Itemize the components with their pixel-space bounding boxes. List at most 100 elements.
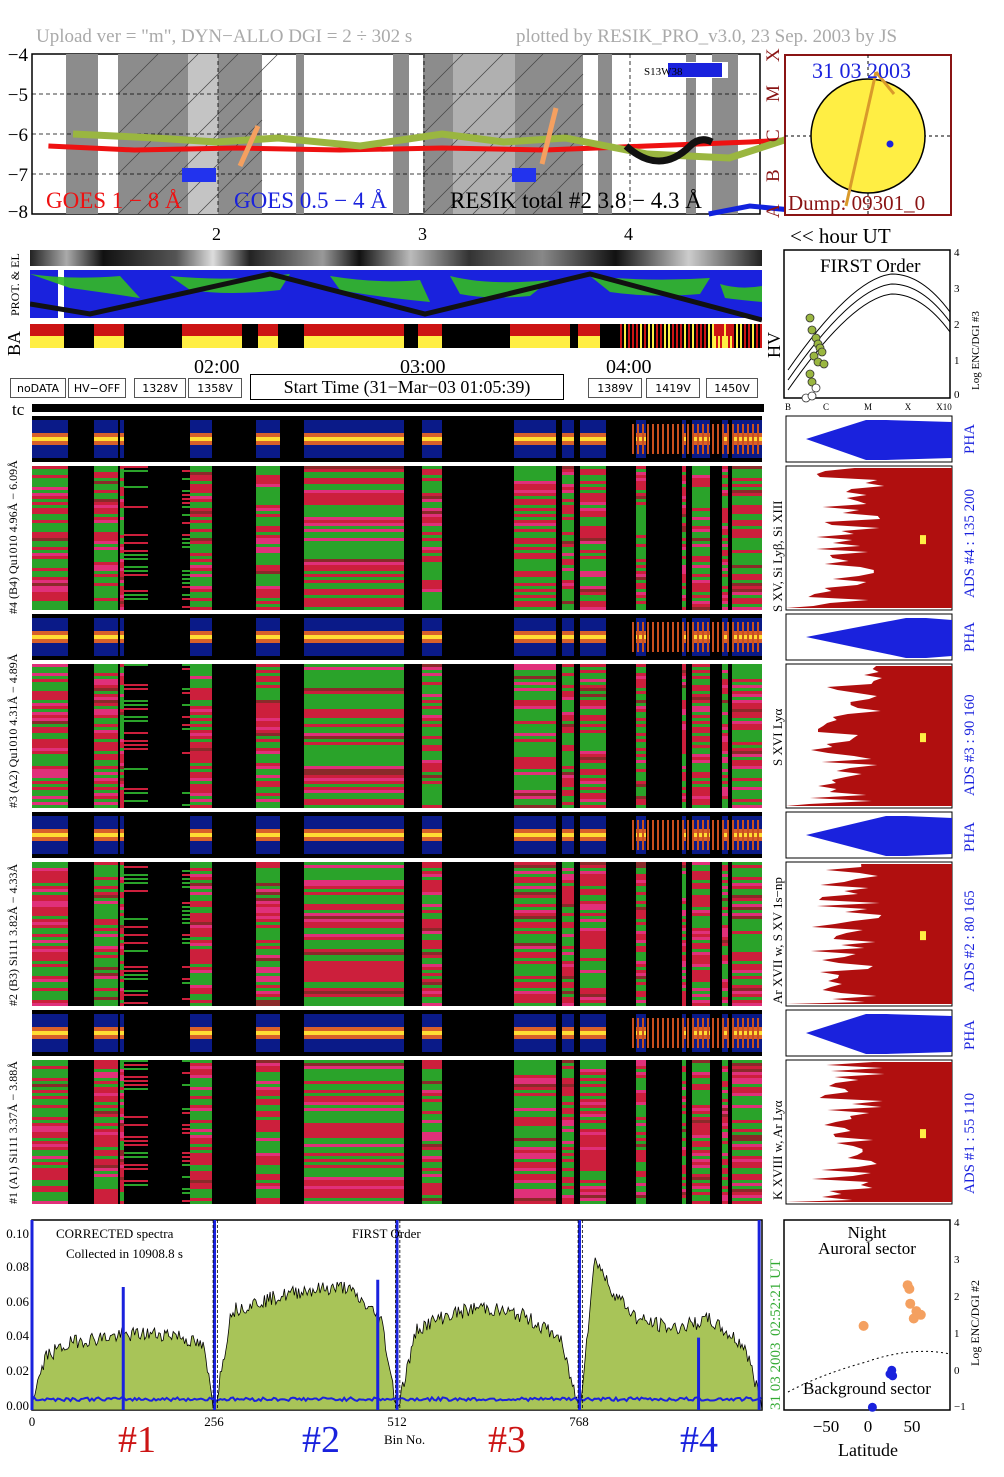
start-time-box: Start Time (31−Mar−03 01:05:39) xyxy=(250,374,564,400)
spec-row xyxy=(304,499,404,502)
fo-xtick: M xyxy=(864,402,872,412)
spec-row xyxy=(722,724,728,727)
pha-peak-core xyxy=(94,833,118,837)
spec-row xyxy=(682,802,686,805)
spec-row xyxy=(422,556,442,559)
spec-row xyxy=(562,874,574,877)
spec-row xyxy=(580,592,606,595)
spec-row xyxy=(732,1060,762,1063)
hv-tick xyxy=(708,324,710,348)
spec-row xyxy=(562,688,574,691)
spec-row xyxy=(580,775,606,778)
spec-row xyxy=(190,1129,212,1132)
spec-row xyxy=(32,556,68,559)
spec-row xyxy=(682,1072,686,1075)
spec-row xyxy=(636,766,646,769)
spec-row xyxy=(722,562,728,565)
fo-xtick: B xyxy=(785,402,791,412)
pha-stripe xyxy=(657,424,659,454)
spec-row xyxy=(120,1180,124,1183)
spec-row xyxy=(580,919,606,922)
spec-row xyxy=(682,553,686,556)
spec-row xyxy=(514,544,556,547)
spec-row xyxy=(422,508,442,511)
spec-row xyxy=(190,1186,212,1189)
spec-row xyxy=(514,505,556,508)
spec-row-sparse xyxy=(124,792,148,794)
spec-row xyxy=(732,877,762,880)
spec-row xyxy=(692,721,710,724)
spec-row xyxy=(32,994,68,997)
spec-row xyxy=(562,745,574,748)
spec-row xyxy=(120,985,124,988)
spec-row xyxy=(32,733,68,736)
spec-row-sparse xyxy=(124,788,148,790)
spec-row xyxy=(562,907,574,910)
spec-row xyxy=(682,520,686,523)
spec-row xyxy=(514,673,556,676)
spec-row xyxy=(32,1186,68,1189)
fo-ylabel: Log ENC/DGI #3 xyxy=(970,311,982,390)
spec-row xyxy=(120,979,124,982)
spec-row xyxy=(580,925,606,928)
spec-row xyxy=(722,469,728,472)
spec-row xyxy=(722,1153,728,1156)
spec-row xyxy=(94,535,118,538)
spec-row xyxy=(580,904,606,907)
spec-row xyxy=(562,721,574,724)
spec-row xyxy=(636,1174,646,1177)
spec-row xyxy=(120,571,124,574)
spec-row xyxy=(190,772,212,775)
spec-row xyxy=(256,985,280,988)
spec-row xyxy=(682,1060,686,1063)
spec-row xyxy=(732,769,762,772)
spec-row xyxy=(514,901,556,904)
spec-row xyxy=(722,868,728,871)
spec-row xyxy=(94,1093,118,1096)
spec-row xyxy=(32,943,68,946)
spec-row xyxy=(580,784,606,787)
spec-row xyxy=(514,769,556,772)
pha-peak-core xyxy=(120,437,124,441)
spec-row xyxy=(514,1108,556,1111)
spec-row xyxy=(422,514,442,517)
spec-row xyxy=(120,607,124,610)
spec-row xyxy=(32,970,68,973)
spec-row xyxy=(304,928,404,931)
spec-row xyxy=(422,484,442,487)
spec-row xyxy=(514,484,556,487)
lat-ytick: 4 xyxy=(954,1217,960,1229)
spec-row xyxy=(722,754,728,757)
spec-row xyxy=(32,937,68,940)
spec-row xyxy=(94,895,118,898)
spec-row xyxy=(422,982,442,985)
spec-row xyxy=(732,1105,762,1108)
spec-row-sparse xyxy=(124,874,148,876)
spec-row xyxy=(422,958,442,961)
legend-hv-off: HV−OFF xyxy=(68,378,126,398)
spec-row xyxy=(256,481,280,484)
spec-row xyxy=(32,490,68,493)
spec-row xyxy=(722,712,728,715)
spec-row xyxy=(580,604,606,607)
pha-stripe xyxy=(642,1018,644,1048)
spec-row xyxy=(120,1060,124,1063)
spec-row xyxy=(120,589,124,592)
spec-row xyxy=(562,868,574,871)
spec-row xyxy=(94,1189,118,1192)
spec-row xyxy=(514,1060,556,1063)
spec-row xyxy=(682,538,686,541)
spec-row xyxy=(732,496,762,499)
spec-row xyxy=(422,466,442,469)
spec-row xyxy=(580,1135,606,1138)
spec-row xyxy=(94,742,118,745)
spec-row xyxy=(304,766,404,769)
ads-histogram xyxy=(785,1059,953,1205)
spec-row xyxy=(692,778,710,781)
spec-row xyxy=(32,1000,68,1003)
spec-row xyxy=(304,502,404,505)
spec-row xyxy=(722,1072,728,1075)
spec-row xyxy=(514,694,556,697)
spec-row xyxy=(580,778,606,781)
hv-segment-bottom xyxy=(304,336,404,348)
